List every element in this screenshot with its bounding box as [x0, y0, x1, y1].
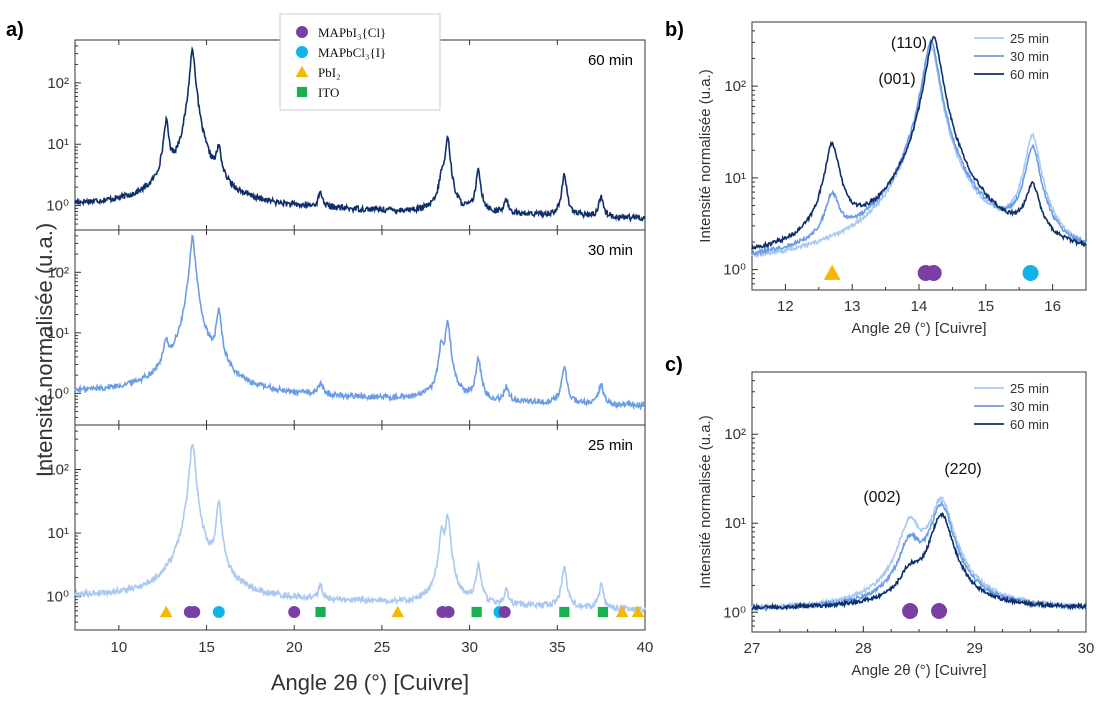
miller-index-label: (001) [878, 71, 915, 88]
legend-label: 25 min [1010, 381, 1049, 396]
ref-marker-triangle [823, 264, 841, 280]
y-tick-label: 10⁰ [723, 604, 746, 621]
y-tick-label: 10² [47, 461, 69, 478]
series-line [751, 35, 1087, 250]
miller-index-label: (110) [891, 35, 927, 52]
legend-label: ITO [318, 85, 339, 100]
x-tick-label: 13 [844, 298, 861, 315]
stack-30min: 10⁰ 10¹ 10² 30 min [46, 229, 646, 426]
x-tick-label: 16 [1044, 298, 1061, 315]
legend-label: PbI₂ [318, 65, 341, 80]
y-tick-label: 10¹ [47, 136, 69, 153]
ref-marker-circle [902, 603, 919, 619]
panel-c: 10⁰ 10¹ 10² 27 28 29 30 25 min 30 min 60 min (002)… [697, 371, 1095, 679]
x-axis-label: Angle 2θ (°) [Cuivre] [851, 320, 986, 337]
legend-label: 60 min [1010, 417, 1049, 432]
ref-marker-circle [498, 606, 511, 618]
legend-label: MAPbI₃{Cl} [318, 25, 386, 40]
panel-b: 10⁰ 10¹ 10² 12 13 14 15 16 25 min 30 min 60 min (11… [697, 21, 1087, 337]
panel-label-c: c) [665, 354, 683, 376]
legend-label: 25 min [1010, 31, 1049, 46]
reference-markers-a [159, 605, 645, 618]
series-line [74, 45, 646, 223]
y-axis-label: Intensité normalisée (u.a.) [697, 69, 714, 242]
ref-marker-circle [925, 265, 942, 281]
x-tick-label: 20 [286, 639, 303, 656]
ref-marker-circle [288, 606, 301, 618]
series-line [751, 512, 1087, 611]
x-tick-label: 30 [1078, 640, 1095, 657]
legend-a: MAPbI₃{Cl} MAPbCl₃{I} PbI₂ ITO [279, 13, 441, 111]
x-axis-label-a: Angle 2θ (°) [Cuivre] [271, 670, 469, 695]
y-tick-label: 10² [47, 264, 69, 281]
x-axis-a: 10 15 20 25 30 35 40 [111, 639, 654, 656]
legend-label: 30 min [1010, 399, 1049, 414]
ref-marker-square [471, 606, 482, 618]
ref-marker-square [315, 606, 326, 618]
y-tick-label: 10² [47, 75, 69, 92]
stack-label: 25 min [588, 437, 633, 454]
y-tick-label: 10¹ [724, 170, 746, 187]
ref-marker-square [597, 606, 609, 618]
x-tick-label: 10 [111, 639, 128, 656]
panel-label-a: a) [6, 19, 24, 41]
x-tick-label: 30 [461, 639, 478, 656]
stack-25min: 10⁰ 10¹ 10² 25 min [46, 424, 646, 631]
legend-label: 60 min [1010, 67, 1049, 82]
stack-label: 60 min [588, 52, 633, 69]
legend-label: MAPbCl₃{I} [318, 45, 386, 60]
series-line [751, 38, 1087, 257]
miller-index-label: (220) [944, 461, 981, 478]
ref-marker-circle [296, 46, 308, 58]
y-tick-label: 10² [724, 426, 746, 443]
stack-frame [74, 424, 646, 631]
series-line [74, 234, 646, 411]
x-tick-label: 35 [549, 639, 566, 656]
x-tick-label: 27 [744, 640, 761, 657]
y-axis-label-a: Intensité normalisée (u.a.) [32, 223, 57, 477]
y-tick-label: 10⁰ [46, 198, 69, 215]
y-tick-label: 10⁰ [46, 385, 69, 402]
series-line [751, 500, 1087, 613]
ref-marker-circle [931, 603, 948, 619]
x-tick-label: 12 [777, 298, 794, 315]
ref-marker-circle [1022, 265, 1039, 281]
stack-label: 30 min [588, 242, 633, 259]
ref-marker-triangle [631, 605, 645, 618]
y-tick-label: 10⁰ [46, 589, 69, 606]
ref-marker-circle [212, 606, 225, 618]
x-tick-label: 29 [966, 640, 983, 657]
x-tick-label: 15 [198, 639, 215, 656]
x-tick-label: 40 [637, 639, 654, 656]
y-tick-label: 10¹ [724, 515, 746, 532]
series-line [74, 443, 646, 614]
ref-marker-circle [296, 26, 308, 38]
ref-marker-triangle [159, 605, 173, 618]
series-line [751, 495, 1087, 612]
x-tick-label: 28 [855, 640, 872, 657]
x-tick-label: 25 [374, 639, 391, 656]
miller-index-label: (002) [863, 489, 900, 506]
ref-marker-circle [188, 606, 201, 618]
x-tick-label: 15 [977, 298, 994, 315]
ref-marker-triangle [295, 65, 309, 78]
y-tick-label: 10¹ [47, 325, 69, 342]
y-axis-label: Intensité normalisée (u.a.) [697, 415, 714, 588]
x-axis-label: Angle 2θ (°) [Cuivre] [851, 662, 986, 679]
ref-marker-triangle [615, 605, 629, 618]
legend-label: 30 min [1010, 49, 1049, 64]
y-tick-label: 10⁰ [723, 262, 746, 279]
panel-label-b: b) [665, 19, 684, 41]
x-tick-label: 14 [911, 298, 928, 315]
y-tick-label: 10¹ [47, 525, 69, 542]
ref-marker-square [296, 86, 308, 98]
ref-marker-square [559, 606, 570, 618]
y-tick-label: 10² [724, 78, 746, 95]
ref-marker-triangle [391, 605, 405, 618]
ref-marker-circle [442, 606, 455, 618]
